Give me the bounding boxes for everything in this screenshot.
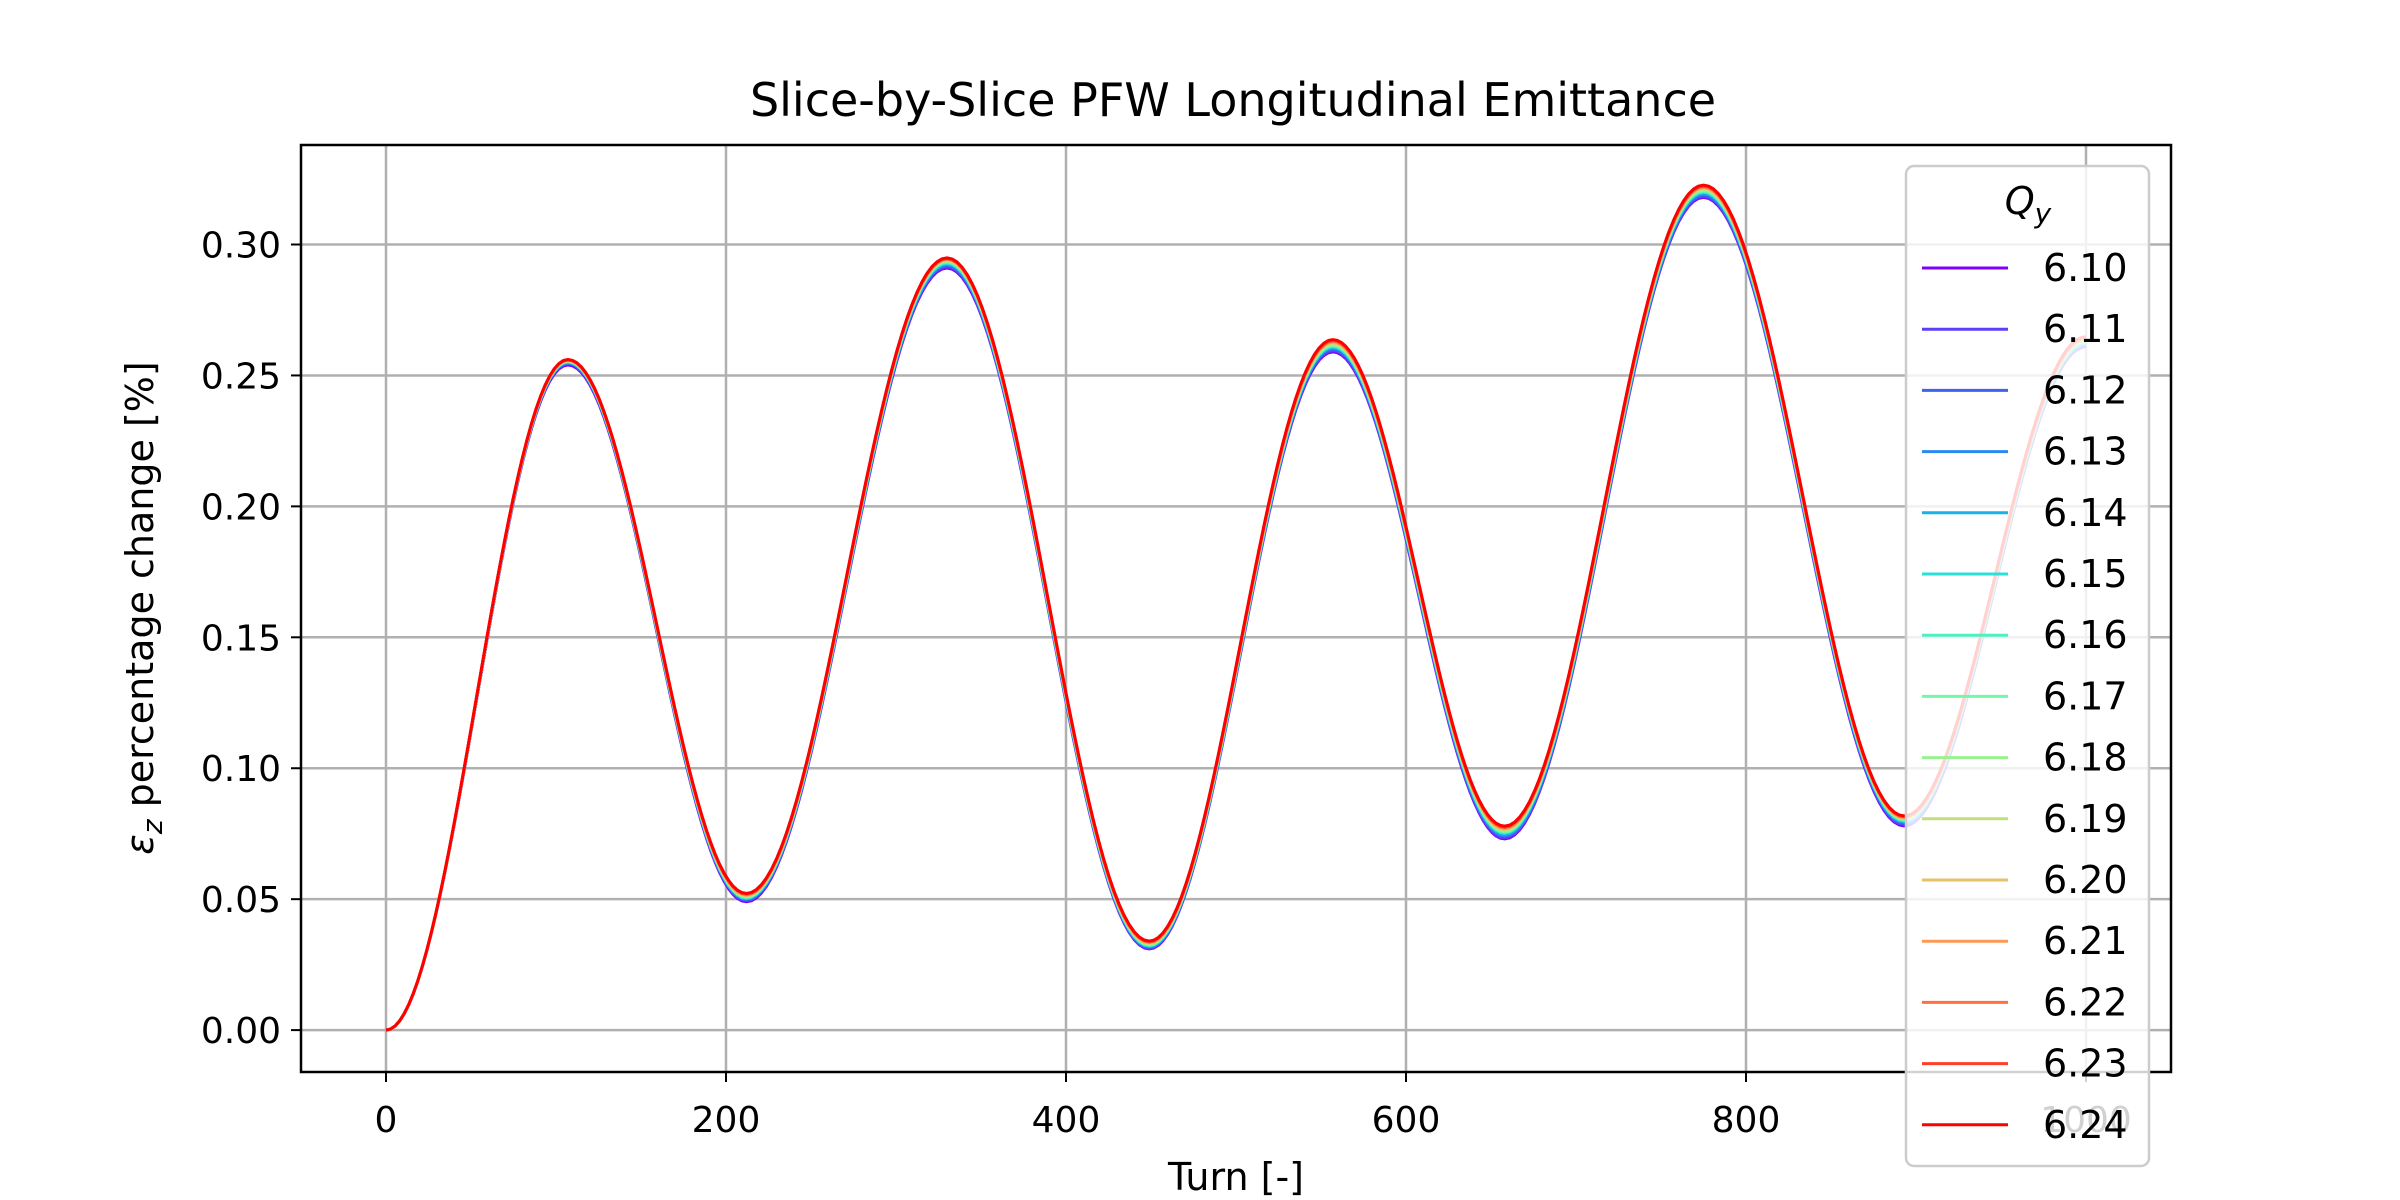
legend-item-6-22: 6.22 <box>1922 980 2128 1024</box>
y-tick-label: 0.00 <box>201 1011 281 1052</box>
legend-label: 6.14 <box>2043 491 2128 535</box>
y-tick-label: 0.30 <box>201 226 281 267</box>
legend-label: 6.17 <box>2043 674 2128 718</box>
legend-items: 6.10 6.11 6.12 6.13 6.14 6.15 6.16 6.17 6.18 6.19… <box>1922 246 2128 1147</box>
legend-item-6-18: 6.18 <box>1922 736 2128 780</box>
legend-item-6-17: 6.17 <box>1922 674 2128 718</box>
x-axis-label: Turn [-] <box>1167 1155 1304 1199</box>
legend-label: 6.20 <box>2043 858 2128 902</box>
y-tick-label: 0.10 <box>201 749 281 790</box>
y-tick-label: 0.25 <box>201 356 281 397</box>
chart-title: Slice-by-Slice PFW Longitudinal Emittanc… <box>750 73 1716 127</box>
plot-frame <box>299 143 2173 1074</box>
legend-label: 6.16 <box>2043 613 2128 657</box>
legend-label: 6.18 <box>2043 736 2128 780</box>
x-tick-label: 800 <box>1712 1100 1781 1141</box>
y-axis-symbol: ε <box>118 834 162 855</box>
legend-box <box>1904 164 2151 1168</box>
y-tick-label: 0.05 <box>201 880 281 921</box>
series-line-6-24 <box>385 183 2087 1032</box>
y-axis-ticks: 0.00 0.05 0.10 0.15 0.20 0.25 0.30 <box>201 226 301 1052</box>
y-axis-subscript: z <box>136 818 169 835</box>
legend-label: 6.10 <box>2043 246 2128 290</box>
y-axis-label: εz percentage change [%] <box>118 361 169 854</box>
legend-item-6-13: 6.13 <box>1922 430 2128 474</box>
legend-item-6-19: 6.19 <box>1922 797 2128 841</box>
legend-title-subscript: y <box>2034 197 2052 230</box>
legend-item-6-11: 6.11 <box>1922 307 2128 351</box>
x-tick-label: 0 <box>375 1100 398 1141</box>
legend-item-6-10: 6.10 <box>1922 246 2128 290</box>
legend-item-6-21: 6.21 <box>1922 919 2128 963</box>
y-tick-label: 0.20 <box>201 487 281 528</box>
legend-label: 6.12 <box>2043 368 2128 412</box>
legend-item-6-15: 6.15 <box>1922 552 2128 596</box>
y-tick-label: 0.15 <box>201 618 281 659</box>
legend-label: 6.24 <box>2043 1103 2128 1147</box>
y-axis-text: percentage change [%] <box>118 361 162 819</box>
legend-label: 6.19 <box>2043 797 2128 841</box>
legend-label: 6.22 <box>2043 980 2128 1024</box>
legend-title-symbol: Q <box>2005 179 2035 223</box>
legend-label: 6.23 <box>2043 1042 2128 1086</box>
legend-label: 6.11 <box>2043 307 2128 351</box>
legend-title: Qy <box>2005 179 2052 230</box>
x-tick-label: 600 <box>1372 1100 1441 1141</box>
legend-item-6-20: 6.20 <box>1922 858 2128 902</box>
legend-item-6-24: 6.24 <box>1922 1103 2128 1147</box>
legend-label: 6.21 <box>2043 919 2128 963</box>
grid-lines <box>301 145 2171 1072</box>
x-tick-label: 400 <box>1032 1100 1101 1141</box>
legend-item-6-14: 6.14 <box>1922 491 2128 535</box>
series-lines <box>385 183 2087 1032</box>
legend-item-6-16: 6.16 <box>1922 613 2128 657</box>
legend-item-6-12: 6.12 <box>1922 368 2128 412</box>
x-tick-label: 200 <box>692 1100 761 1141</box>
legend-label: 6.15 <box>2043 552 2128 596</box>
legend: Qy 6.106.116.126.136.146.156.166.176.186… <box>1904 164 2151 1168</box>
legend-item-6-23: 6.23 <box>1922 1042 2128 1086</box>
legend-label: 6.13 <box>2043 430 2128 474</box>
